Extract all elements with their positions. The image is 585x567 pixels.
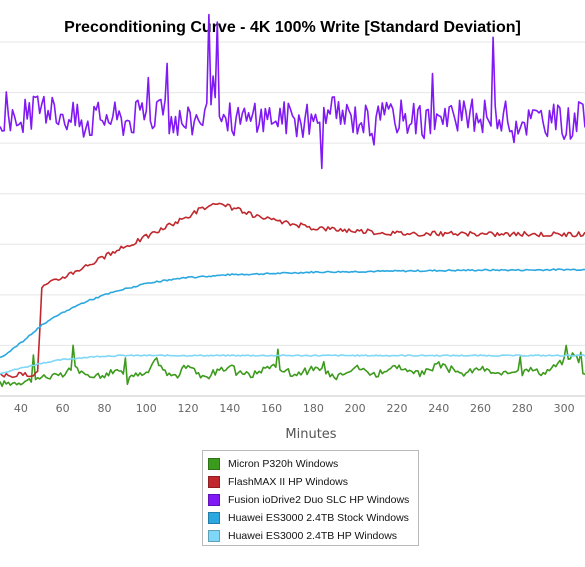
x-tick-label: 120	[178, 402, 199, 415]
x-tick-label: 100	[136, 402, 157, 415]
x-tick-label: 200	[345, 402, 366, 415]
legend-swatch	[208, 512, 220, 524]
legend-label: Fusion ioDrive2 Duo SLC HP Windows	[228, 494, 410, 506]
x-tick-label: 140	[219, 402, 240, 415]
x-tick-label: 300	[554, 402, 575, 415]
series-lines	[0, 13, 585, 388]
x-tick-label: 280	[512, 402, 533, 415]
legend-label: Huawei ES3000 2.4TB Stock Windows	[228, 512, 409, 524]
x-tick-label: 40	[14, 402, 28, 415]
legend-label: Micron P320h Windows	[228, 458, 339, 470]
x-axis-title: Minutes	[285, 427, 336, 442]
legend-item: Fusion ioDrive2 Duo SLC HP Windows	[208, 491, 418, 509]
x-tick-label: 60	[56, 402, 70, 415]
legend-item: Micron P320h Windows	[208, 455, 418, 473]
legend-swatch	[208, 494, 220, 506]
x-tick-label: 220	[386, 402, 407, 415]
legend-item: Huawei ES3000 2.4TB Stock Windows	[208, 509, 418, 527]
series-line-4	[0, 354, 585, 375]
x-tick-label: 80	[97, 402, 111, 415]
legend-swatch	[208, 530, 220, 542]
legend-label: Huawei ES3000 2.4TB HP Windows	[228, 530, 398, 542]
legend: Micron P320h Windows FlashMAX II HP Windo…	[202, 450, 419, 546]
legend-label: FlashMAX II HP Windows	[228, 476, 349, 488]
legend-swatch	[208, 476, 220, 488]
x-tick-label: 160	[261, 402, 282, 415]
series-line-1	[0, 202, 585, 379]
x-tick-label: 180	[303, 402, 324, 415]
series-line-3	[0, 268, 585, 359]
grid-lines	[0, 41, 585, 397]
x-tick-label: 240	[428, 402, 449, 415]
x-tick-label: 260	[470, 402, 491, 415]
legend-item: FlashMAX II HP Windows	[208, 473, 418, 491]
series-line-2	[0, 13, 585, 170]
legend-swatch	[208, 458, 220, 470]
chart-title: Preconditioning Curve - 4K 100% Write [S…	[64, 19, 521, 36]
x-tick-labels: 40 60 80 100 120 140 160 180 200 220 240 260 280 300	[14, 402, 575, 415]
series-line-0	[0, 344, 585, 388]
legend-item: Huawei ES3000 2.4TB HP Windows	[208, 527, 418, 545]
